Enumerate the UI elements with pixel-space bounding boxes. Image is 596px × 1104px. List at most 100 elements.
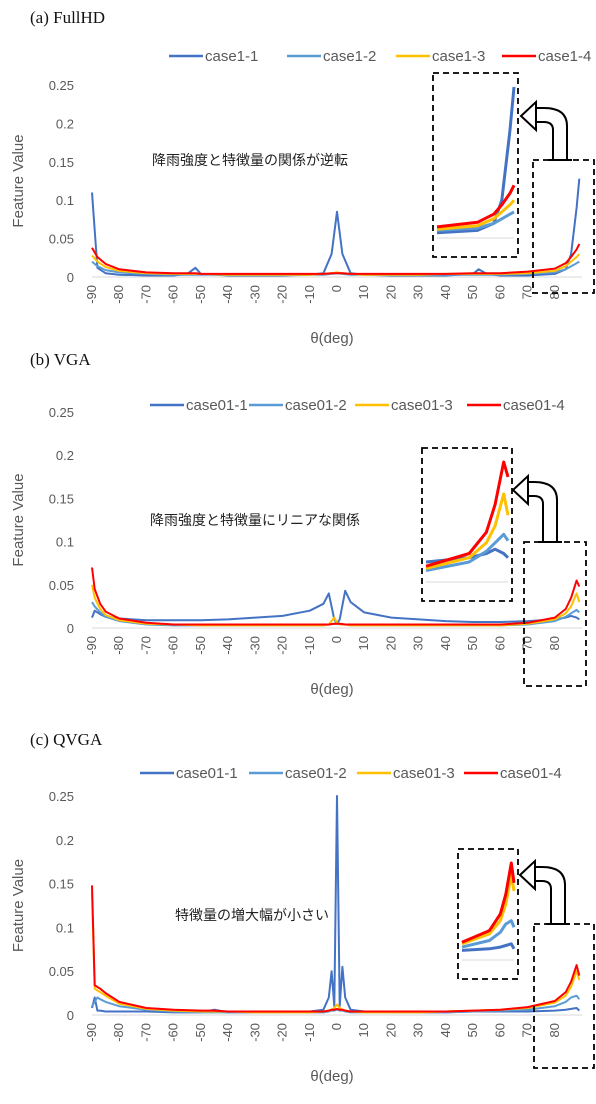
series-line-case01-1 bbox=[91, 795, 580, 1014]
x-tick-label: 60 bbox=[492, 285, 507, 299]
annotation-text: 降雨強度と特徴量の関係が逆転 bbox=[152, 152, 348, 168]
inset-line-case1-2 bbox=[436, 210, 515, 232]
x-tick-label: -80 bbox=[111, 1023, 126, 1042]
y-axis-title: Feature Value bbox=[10, 134, 27, 227]
x-tick-label: -50 bbox=[193, 285, 208, 304]
y-tick-label: 0 bbox=[67, 270, 74, 285]
arrow-head-icon bbox=[519, 99, 537, 133]
x-tick-label: 70 bbox=[520, 636, 535, 650]
x-tick-label: 80 bbox=[547, 1023, 562, 1037]
x-tick-label: 0 bbox=[329, 1023, 344, 1030]
x-tick-label: -10 bbox=[302, 636, 317, 655]
inset-line-case1-1 bbox=[436, 86, 516, 235]
x-tick-label: -40 bbox=[220, 636, 235, 655]
x-tick-label: -70 bbox=[138, 1023, 153, 1042]
inset-line-case1-4 bbox=[436, 184, 516, 229]
x-tick-label: 40 bbox=[438, 285, 453, 299]
y-tick-label: 0.15 bbox=[49, 155, 74, 170]
x-tick-label: 20 bbox=[383, 285, 398, 299]
x-tick-label: 30 bbox=[411, 1023, 426, 1037]
x-tick-label: -90 bbox=[84, 636, 99, 655]
x-tick-label: -40 bbox=[220, 1023, 235, 1042]
x-tick-label: 10 bbox=[356, 1023, 371, 1037]
callout-arrow-icon bbox=[534, 866, 566, 924]
chart-fullhd: 0 0.05 0.1 0.15 0.2 0.25 -90 -80 -70 -60 -50 -40 -30… bbox=[10, 48, 595, 347]
x-tick-label: 0 bbox=[329, 636, 344, 643]
x-tick-label: -60 bbox=[166, 285, 181, 304]
inset-zoom-box bbox=[421, 447, 513, 602]
x-axis-title: θ(deg) bbox=[310, 1068, 353, 1085]
legend-label-case01-2: case01-2 bbox=[285, 765, 347, 782]
x-tick-label: 40 bbox=[438, 1023, 453, 1037]
legend-label-case01-1: case01-1 bbox=[186, 397, 248, 414]
x-tick-label: 30 bbox=[411, 636, 426, 650]
panel-fullhd: (a) FullHD 0 0.05 0.1 0.15 0.2 0.25 -90 -80 -70-… bbox=[0, 0, 596, 360]
chart-vga: 0 0.05 0.1 0.15 0.2 0.25 -90 -80 -70 -60 -50 -40 -30… bbox=[10, 397, 587, 698]
x-tick-label: -50 bbox=[193, 1023, 208, 1042]
x-tick-label: 40 bbox=[438, 636, 453, 650]
y-tick-label: 0.15 bbox=[49, 877, 74, 892]
x-tick-label: 0 bbox=[329, 285, 344, 292]
x-tick-label: -20 bbox=[275, 636, 290, 655]
chart-qvga: 0 0.05 0.1 0.15 0.2 0.25 -90 -80 -70 -60 -50 -40 -30… bbox=[10, 765, 595, 1085]
x-tick-label: -30 bbox=[247, 1023, 262, 1042]
x-tick-label: 70 bbox=[520, 1023, 535, 1037]
x-tick-label: -20 bbox=[275, 1023, 290, 1042]
legend-label-case01-3: case01-3 bbox=[391, 397, 453, 414]
y-tick-label: 0.05 bbox=[49, 964, 74, 979]
annotation-text: 降雨強度と特徴量にリニアな関係 bbox=[150, 512, 360, 528]
inset-line-case01-3 bbox=[425, 492, 510, 570]
arrow-head-icon bbox=[518, 858, 536, 892]
x-tick-label: -90 bbox=[84, 285, 99, 304]
y-tick-label: 0.05 bbox=[49, 232, 74, 247]
legend-label-case01-4: case01-4 bbox=[503, 397, 565, 414]
x-tick-label: 60 bbox=[492, 1023, 507, 1037]
x-tick-label: -30 bbox=[247, 285, 262, 304]
series-line-case01-4 bbox=[91, 567, 581, 626]
legend-label-case01-4: case01-4 bbox=[500, 765, 562, 782]
legend-label-case1-2: case1-2 bbox=[323, 48, 376, 65]
y-tick-label: 0.1 bbox=[56, 920, 74, 935]
panel-label: (b) VGA bbox=[30, 350, 91, 369]
x-tick-label: 80 bbox=[547, 636, 562, 650]
inset-line-case01-2 bbox=[425, 532, 510, 572]
x-tick-label: -80 bbox=[111, 285, 126, 304]
series-line-case1-4 bbox=[91, 243, 581, 275]
x-tick-label: -20 bbox=[275, 285, 290, 304]
x-tick-label: 10 bbox=[356, 636, 371, 650]
x-tick-label: -50 bbox=[193, 636, 208, 655]
legend-label-case1-4: case1-4 bbox=[538, 48, 591, 65]
x-axis-title: θ(deg) bbox=[310, 681, 353, 698]
x-tick-label: -80 bbox=[111, 636, 126, 655]
y-axis-title: Feature Value bbox=[10, 473, 27, 566]
y-axis-title: Feature Value bbox=[10, 859, 27, 952]
series-line-case01-4 bbox=[91, 885, 581, 1013]
y-tick-label: 0.15 bbox=[49, 491, 74, 506]
x-tick-label: 30 bbox=[411, 285, 426, 299]
legend-label-case1-1: case1-1 bbox=[205, 48, 258, 65]
legend-label-case01-2: case01-2 bbox=[285, 397, 347, 414]
x-axis-title: θ(deg) bbox=[310, 330, 353, 347]
y-tick-label: 0.1 bbox=[56, 193, 74, 208]
x-tick-label: -60 bbox=[166, 636, 181, 655]
arrow-head-icon bbox=[511, 473, 529, 507]
inset-line-case01-4 bbox=[461, 861, 516, 944]
x-tick-label: -90 bbox=[84, 1023, 99, 1042]
x-tick-label: 50 bbox=[465, 1023, 480, 1037]
x-tick-label: -10 bbox=[302, 1023, 317, 1042]
legend-label-case01-1: case01-1 bbox=[176, 765, 238, 782]
y-tick-label: 0.25 bbox=[49, 789, 74, 804]
callout-arrow-icon bbox=[535, 107, 568, 160]
y-tick-label: 0.05 bbox=[49, 578, 74, 593]
panel-qvga: (c) QVGA 0 0.05 0.1 0.15 0.2 0.25 -90 -80 -70 -60… bbox=[0, 728, 596, 1104]
inset-line-case1-3 bbox=[436, 199, 516, 231]
x-tick-label: 20 bbox=[383, 1023, 398, 1037]
callout-arrow-icon bbox=[527, 481, 558, 542]
y-tick-label: 0.1 bbox=[56, 535, 74, 550]
annotation-text: 特徴量の増大幅が小さい bbox=[175, 907, 329, 923]
zoom-region-box bbox=[523, 541, 587, 687]
x-tick-label: 50 bbox=[465, 285, 480, 299]
y-tick-label: 0.2 bbox=[56, 448, 74, 463]
inset-line-case01-4 bbox=[425, 460, 510, 568]
y-tick-label: 0.2 bbox=[56, 116, 74, 131]
